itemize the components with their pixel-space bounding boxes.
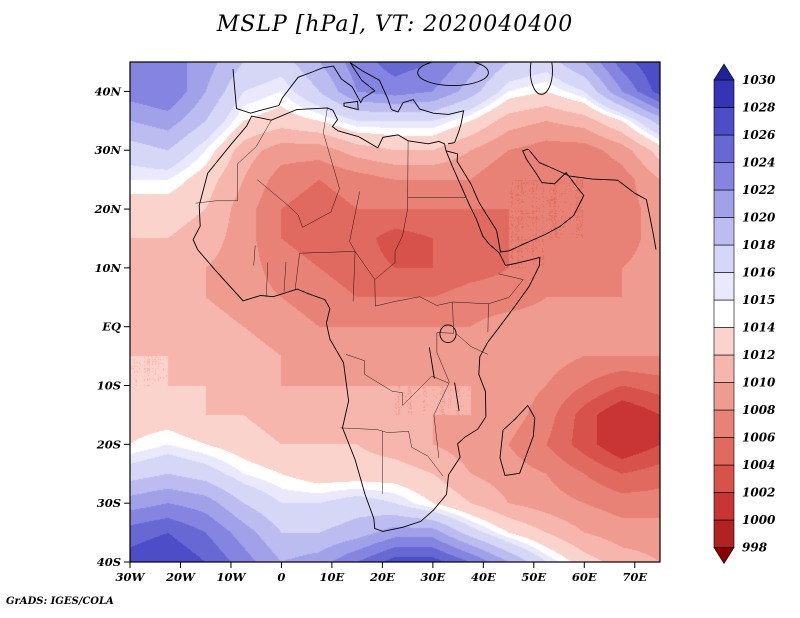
x-axis-label: 60E: [572, 570, 597, 584]
y-axis-label: 30N: [94, 143, 121, 157]
colorbar-label: 1015: [742, 293, 775, 307]
pressure-field-canvas: [130, 62, 660, 562]
colorbar-label: 1008: [742, 403, 776, 417]
colorbar-label: 1012: [742, 348, 775, 362]
y-axis-label: EQ: [101, 320, 121, 334]
colorbar-segment: [713, 107, 735, 136]
x-axis-label: 10W: [216, 570, 246, 584]
colorbar-segment: [713, 519, 735, 548]
colorbar-label: 1024: [742, 156, 775, 170]
colorbar-label: 1020: [742, 211, 776, 225]
colorbar-segment: [713, 464, 735, 493]
x-axis-label: 20E: [369, 570, 395, 584]
colorbar-segment: [713, 492, 735, 521]
y-axis: 40N 30N 20N 10N EQ 10S 20S 30S 40S: [93, 84, 130, 569]
colorbar-segment: [713, 327, 735, 356]
colorbar-segment: [713, 189, 735, 218]
colorbar-segment: [713, 217, 735, 246]
y-axis-label: 30S: [97, 496, 121, 510]
colorbar-arrow-top: [713, 63, 735, 81]
colorbar-label: 998: [742, 541, 768, 555]
colorbar-label: 1022: [742, 183, 775, 197]
colorbar-label: 1026: [742, 128, 776, 142]
colorbar-segment: [713, 272, 735, 301]
colorbar-segment: [713, 382, 735, 411]
colorbar-label: 1018: [742, 238, 776, 252]
colorbar-segment: [713, 134, 735, 163]
y-axis-label: 20N: [93, 202, 121, 216]
y-axis-label: 40N: [94, 84, 121, 98]
colorbar-segment: [713, 437, 735, 466]
colorbar-segment: [713, 354, 735, 383]
credit-text: GrADS: IGES/COLA: [6, 596, 114, 607]
y-axis-label: 10N: [94, 261, 121, 275]
colorbar-segment: [713, 409, 735, 438]
x-axis: 30W 20W 10W 0 10E 20E 30E 40E 50E 60E 70E: [116, 562, 647, 584]
y-axis-label: 10S: [97, 379, 121, 393]
colorbar-label: 1004: [742, 458, 775, 472]
colorbar-label: 1028: [742, 101, 776, 115]
x-axis-label: 50E: [521, 570, 546, 584]
y-axis-label: 20S: [96, 437, 121, 451]
x-axis-label: 70E: [622, 570, 647, 584]
colorbar-arrow-bottom: [713, 547, 735, 565]
colorbar-label: 1000: [742, 513, 776, 527]
colorbar-label: 1016: [742, 266, 776, 280]
colorbar-segment: [713, 244, 735, 273]
chart-title: MSLP [hPa], VT: 2020040400: [216, 12, 574, 37]
colorbar-segment: [713, 299, 735, 328]
x-axis-label: 30W: [116, 570, 146, 584]
x-axis-label: 40E: [471, 570, 496, 584]
colorbar-segment: [713, 162, 735, 191]
x-axis-label: 30E: [420, 570, 445, 584]
colorbar-label: 1030: [742, 73, 776, 87]
colorbar-label: 1010: [742, 376, 776, 390]
x-axis-label: 0: [277, 570, 285, 584]
colorbar: 998 1000 1002 1004 1006 1008 1010 1012 1014 1015 1…: [713, 63, 776, 565]
colorbar-label: 1002: [742, 486, 775, 500]
x-axis-label: 10E: [320, 570, 345, 584]
x-axis-label: 20W: [165, 570, 196, 584]
y-axis-label: 40S: [97, 555, 121, 569]
colorbar-label: 1006: [742, 431, 776, 445]
colorbar-segment: [713, 79, 735, 108]
colorbar-label: 1014: [742, 321, 775, 335]
